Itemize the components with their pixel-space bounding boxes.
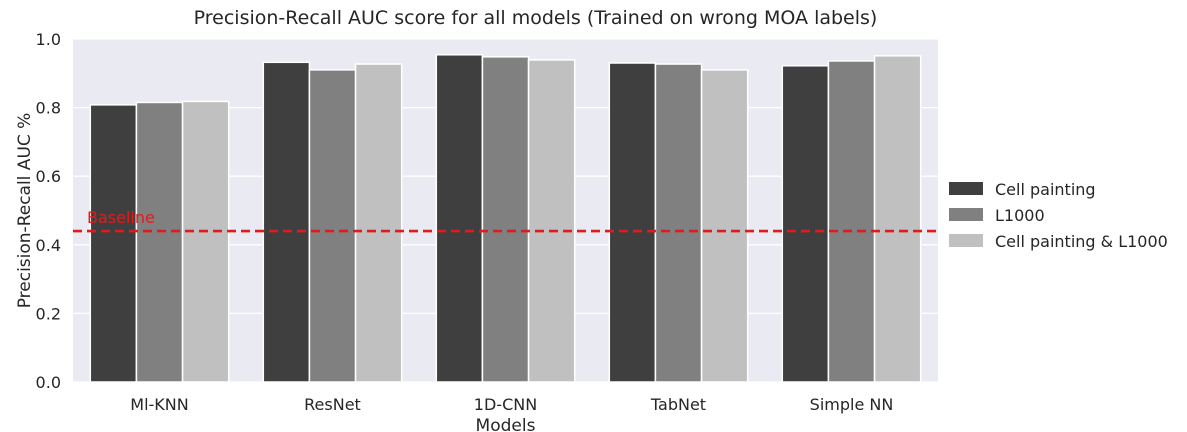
bar-1d-cnn-cell-painting (435, 54, 484, 383)
bar-resnet-cell-painting (262, 61, 311, 383)
bar-simple-nn-l1000 (827, 60, 876, 383)
bar-resnet-l1000 (308, 69, 357, 383)
y-tick-label: 1.0 (36, 30, 61, 49)
bar-ml-knn-cell-painting-l1000 (181, 100, 230, 383)
y-tick-label: 0.2 (36, 304, 61, 323)
x-tick-label: Ml-KNN (130, 395, 188, 414)
x-tick-labels: Ml-KNN ResNet 1D-CNN TabNet Simple NN (130, 395, 893, 414)
bar-tabnet-l1000 (654, 63, 703, 383)
bar-tabnet-cell-painting-l1000 (700, 69, 749, 383)
bar-1d-cnn-l1000 (481, 56, 530, 383)
y-tick-labels: 0.0 0.2 0.4 0.6 0.8 1.0 (36, 30, 61, 392)
chart-title: Precision-Recall AUC score for all model… (194, 7, 878, 29)
x-tick-label: 1D-CNN (474, 395, 537, 414)
legend: Cell painting L1000 Cell painting & L1000 (949, 180, 1168, 251)
bar-resnet-cell-painting-l1000 (354, 63, 403, 383)
bar-tabnet-cell-painting (608, 62, 657, 383)
legend-swatch (949, 182, 983, 195)
x-tick-label: Simple NN (810, 395, 894, 414)
bar-simple-nn-cell-painting (781, 65, 830, 383)
x-tick-label: TabNet (650, 395, 706, 414)
y-tick-label: 0.8 (36, 99, 61, 118)
legend-swatch (949, 234, 983, 247)
x-tick-label: ResNet (304, 395, 361, 414)
bar-1d-cnn-cell-painting-l1000 (527, 59, 576, 383)
baseline-label: Baseline (87, 208, 155, 227)
bar-ml-knn-cell-painting (89, 104, 138, 383)
x-axis-label: Models (476, 416, 536, 432)
legend-label: Cell painting & L1000 (995, 232, 1168, 251)
bars (89, 54, 922, 383)
y-tick-label: 0.4 (36, 236, 61, 255)
bar-simple-nn-cell-painting-l1000 (873, 55, 922, 383)
bar-ml-knn-l1000 (135, 101, 184, 383)
baseline: Baseline (73, 208, 938, 233)
legend-label: L1000 (995, 206, 1045, 225)
legend-label: Cell painting (995, 180, 1096, 199)
legend-swatch (949, 208, 983, 221)
y-axis-label: Precision-Recall AUC % (15, 113, 35, 309)
y-tick-label: 0.0 (36, 373, 61, 392)
y-tick-label: 0.6 (36, 167, 61, 186)
